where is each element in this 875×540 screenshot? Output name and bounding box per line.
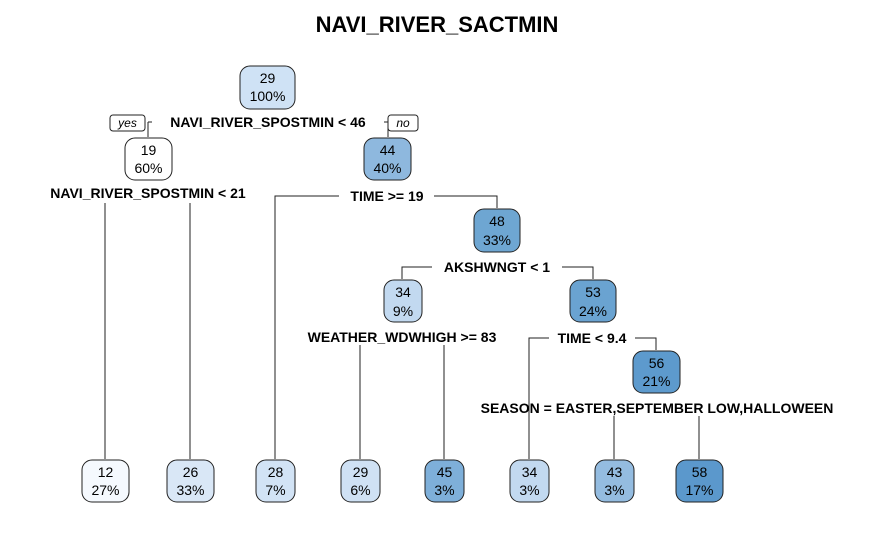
leaf-26: 26 33% — [166, 459, 215, 503]
svg-text:7%: 7% — [265, 482, 285, 498]
split-label-n48: AKSHWNGT < 1 — [444, 259, 550, 275]
node-34-inner: 34 9% — [383, 279, 423, 323]
svg-text:yes: yes — [117, 116, 137, 130]
svg-text:58: 58 — [692, 464, 708, 480]
svg-text:no: no — [396, 116, 410, 130]
edge-n53-left — [528, 337, 549, 459]
svg-text:33%: 33% — [176, 482, 204, 498]
svg-text:40%: 40% — [373, 160, 401, 176]
node-19: 19 60% — [124, 137, 173, 181]
split-label-n53: TIME < 9.4 — [558, 330, 627, 346]
split-label-n44: TIME >= 19 — [350, 188, 423, 204]
node-44: 44 40% — [363, 137, 412, 181]
node-48: 48 33% — [473, 208, 521, 253]
split-label-n19: NAVI_RIVER_SPOSTMIN < 21 — [50, 185, 246, 201]
no-label: no — [387, 114, 419, 132]
svg-text:56: 56 — [649, 355, 665, 371]
svg-text:100%: 100% — [250, 88, 286, 104]
edge-n48-right — [562, 266, 594, 279]
leaf-43: 43 3% — [594, 459, 635, 503]
edge-n53-right — [635, 337, 657, 350]
leaf-45: 45 3% — [424, 459, 465, 503]
split-label-root: NAVI_RIVER_SPOSTMIN < 46 — [170, 114, 366, 130]
split-label-n56: SEASON = EASTER,SEPTEMBER LOW,HALLOWEEN — [481, 400, 834, 416]
svg-text:34: 34 — [522, 464, 538, 480]
leaf-12: 12 27% — [81, 459, 130, 503]
tree-edges — [104, 121, 700, 459]
svg-text:3%: 3% — [519, 482, 539, 498]
svg-text:28: 28 — [268, 464, 284, 480]
svg-text:29: 29 — [260, 70, 276, 86]
svg-text:43: 43 — [607, 464, 623, 480]
leaf-58: 58 17% — [675, 459, 724, 503]
node-56: 56 21% — [632, 350, 681, 394]
svg-text:19: 19 — [141, 142, 157, 158]
svg-text:27%: 27% — [91, 482, 119, 498]
svg-text:3%: 3% — [604, 482, 624, 498]
svg-text:53: 53 — [585, 284, 601, 300]
svg-text:6%: 6% — [350, 482, 370, 498]
svg-text:9%: 9% — [393, 303, 413, 319]
leaf-29: 29 6% — [340, 459, 381, 503]
svg-text:48: 48 — [489, 213, 505, 229]
svg-text:3%: 3% — [434, 482, 454, 498]
svg-text:45: 45 — [437, 464, 453, 480]
svg-text:60%: 60% — [134, 160, 162, 176]
svg-text:33%: 33% — [483, 232, 511, 248]
leaf-34: 34 3% — [509, 459, 550, 503]
svg-text:34: 34 — [395, 284, 411, 300]
split-label-n34a: WEATHER_WDWHIGH >= 83 — [308, 329, 497, 345]
svg-text:24%: 24% — [579, 303, 607, 319]
chart-title: NAVI_RIVER_SACTMIN — [316, 12, 559, 37]
node-53: 53 24% — [569, 279, 617, 323]
yes-label: yes — [109, 114, 146, 132]
svg-text:29: 29 — [353, 464, 369, 480]
svg-text:21%: 21% — [642, 373, 670, 389]
edge-n44-left — [274, 195, 339, 459]
svg-text:26: 26 — [183, 464, 199, 480]
svg-text:12: 12 — [98, 464, 114, 480]
edge-n48-left — [401, 266, 432, 279]
node-root: 29 100% — [239, 65, 296, 110]
leaf-28: 28 7% — [255, 459, 296, 503]
edge-n44-right — [434, 195, 498, 208]
svg-text:17%: 17% — [685, 482, 713, 498]
svg-text:44: 44 — [380, 142, 396, 158]
